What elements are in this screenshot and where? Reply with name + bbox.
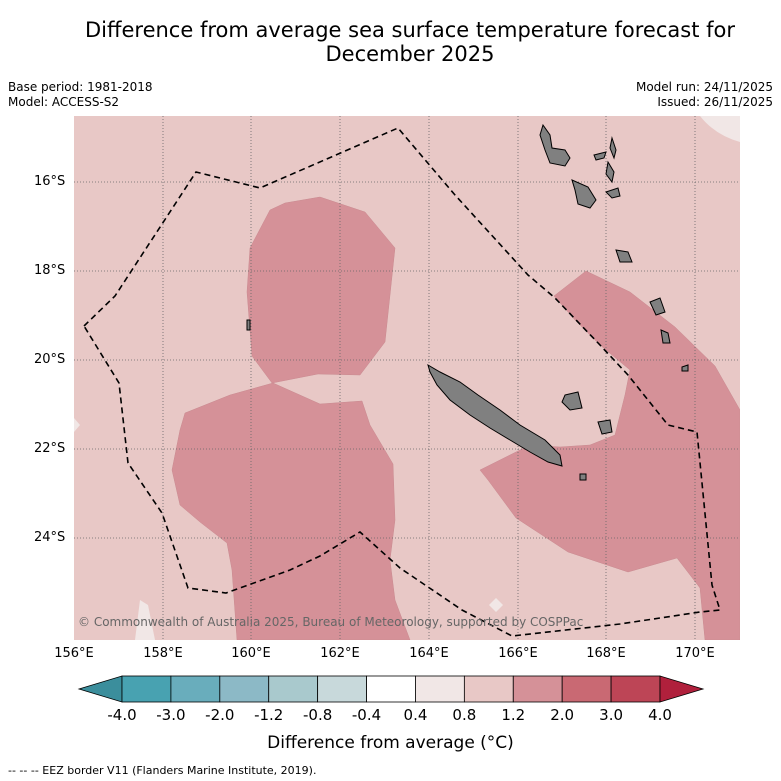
meta-right: Model run: 24/11/2025 Issued: 26/11/2025 <box>636 80 773 110</box>
colorbar-bin <box>610 675 661 703</box>
vanuatu-east <box>609 136 617 160</box>
near-zero-patch-ne <box>700 116 740 142</box>
colorbar-tick-label: 4.0 <box>648 706 672 724</box>
warm-region-south <box>171 382 411 640</box>
islet-east-2 <box>660 329 671 344</box>
colorbar-bin <box>415 675 465 703</box>
colorbar-bin <box>463 675 514 703</box>
model-name: Model: ACCESS-S2 <box>8 95 120 109</box>
lat-label-22s: 22°S <box>34 441 66 456</box>
colorbar-bin <box>366 675 416 703</box>
loyalty-islands-1 <box>561 391 583 411</box>
near-zero-patch-s <box>489 598 503 612</box>
eez-border <box>82 127 722 637</box>
vanuatu-south <box>615 249 633 263</box>
lon-label-156e: 156°E <box>54 646 94 661</box>
meta-left: Base period: 1981-2018 Model: ACCESS-S2 <box>8 80 153 110</box>
colorbar-extend-high <box>659 675 705 703</box>
lon-label-162e: 162°E <box>320 646 360 661</box>
vanuatu-islet <box>593 151 607 161</box>
grid-lines <box>74 116 740 640</box>
colorbar-bin <box>219 675 270 703</box>
colorbar-tick-label: -4.0 <box>107 706 137 724</box>
vanuatu-north <box>539 123 571 167</box>
islet-east-3 <box>681 364 689 372</box>
title-line-2: December 2025 <box>325 42 495 66</box>
lat-label-20s: 20°S <box>34 352 66 367</box>
colorbar-bin <box>317 675 367 703</box>
islet-east-1 <box>649 297 666 316</box>
lon-labels: 156°E 158°E 160°E 162°E 164°E 166°E 168°… <box>0 646 781 666</box>
warm-region-north <box>246 196 396 384</box>
colorbar-tick-label: -0.8 <box>302 706 333 724</box>
new-caledonia <box>427 363 563 467</box>
land-masses <box>246 123 689 481</box>
model-run: Model run: 24/11/2025 <box>635 80 773 94</box>
warm-region-east <box>479 270 740 640</box>
lon-label-166e: 166°E <box>498 646 538 661</box>
copyright-text: © Commonwealth of Australia 2025, Bureau… <box>78 615 583 629</box>
near-zero-patch-sw <box>135 600 155 640</box>
lon-label-164e: 164°E <box>409 646 449 661</box>
colorbar-tick-label: -1.2 <box>254 706 284 724</box>
islet-west <box>246 319 251 331</box>
colorbar-tick-label: 2.0 <box>550 706 575 724</box>
chart-title: Difference from average sea surface temp… <box>60 18 760 66</box>
colorbar-tick-label: -0.4 <box>351 706 382 724</box>
colorbar-ticks: -4.0 -3.0 -2.0 -1.2 -0.8 -0.4 0.4 0.8 1.2 2.0 3.0 4… <box>0 706 781 726</box>
colorbar-extend-low <box>77 675 123 703</box>
colorbar-bin <box>512 675 563 703</box>
lon-label-168e: 168°E <box>586 646 626 661</box>
lon-label-160e: 160°E <box>231 646 271 661</box>
colorbar-tick-label: -3.0 <box>156 706 186 724</box>
colorbar-bin <box>268 675 319 703</box>
near-zero-patch-w <box>74 418 80 432</box>
lat-label-18s: 18°S <box>34 263 66 278</box>
issued-date: Issued: 26/11/2025 <box>657 95 773 109</box>
colorbar-bin <box>170 675 221 703</box>
loyalty-islands-2 <box>597 419 613 435</box>
colorbar-bin <box>121 675 172 703</box>
colorbar-label: Difference from average (°C) <box>267 733 514 753</box>
colorbar-tick-label: 0.8 <box>452 706 477 724</box>
vanuatu-islet-2 <box>605 187 621 199</box>
colorbar-tick-label: 1.2 <box>501 706 526 724</box>
lat-label-24s: 24°S <box>34 530 66 545</box>
eez-legend-note: -- -- -- EEZ border V11 (Flanders Marine… <box>8 764 317 777</box>
vanuatu-central <box>571 179 597 209</box>
colorbar-tick-label: 0.4 <box>403 706 428 724</box>
colorbar-tick-label: 3.0 <box>599 706 624 724</box>
colorbar-bin <box>561 675 612 703</box>
islet-south <box>579 473 587 481</box>
colorbar-tick-label: -2.0 <box>205 706 235 724</box>
vanuatu-mid <box>605 160 615 184</box>
base-period: Base period: 1981-2018 <box>8 80 153 94</box>
lon-label-158e: 158°E <box>143 646 183 661</box>
lat-label-16s: 16°S <box>34 174 66 189</box>
lon-label-170e: 170°E <box>675 646 715 661</box>
title-line-1: Difference from average sea surface temp… <box>85 18 735 42</box>
